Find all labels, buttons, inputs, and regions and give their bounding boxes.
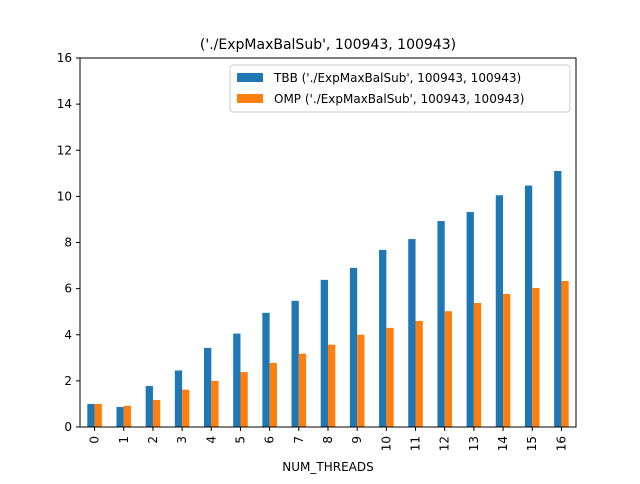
- bar-tbb-15: [524, 185, 533, 427]
- bar-omp-10: [386, 327, 394, 427]
- x-tick-label: 1: [117, 436, 131, 444]
- bar-omp-0: [94, 403, 102, 427]
- bar-omp-12: [444, 311, 452, 427]
- y-axis: 0 2 4 6 8 10 12 14 16: [57, 51, 80, 434]
- bar-tbb-2: [145, 385, 153, 427]
- bar-omp-13: [473, 302, 482, 427]
- x-tick-label: 2: [146, 436, 160, 444]
- plot-frame: [79, 57, 577, 428]
- bar-tbb-1: [116, 406, 124, 427]
- legend-label-omp: OMP ('./ExpMaxBalSub', 100943, 100943): [274, 92, 524, 106]
- legend: TBB ('./ExpMaxBalSub', 100943, 100943) OM…: [229, 64, 571, 113]
- x-tick-label: 3: [175, 436, 189, 444]
- y-tick-label: 6: [64, 282, 72, 296]
- bar-omp-4: [211, 380, 219, 427]
- bar-omp-14: [503, 293, 511, 427]
- bar-tbb-12: [437, 221, 445, 427]
- x-tick-label: 4: [204, 436, 218, 444]
- legend-swatch-omp: [237, 94, 263, 103]
- bar-tbb-3: [174, 370, 183, 427]
- x-tick-label: 8: [321, 436, 335, 444]
- chart-title: ('./ExpMaxBalSub', 100943, 100943): [200, 37, 456, 53]
- bar-omp-8: [328, 344, 336, 427]
- bar-omp-2: [152, 400, 161, 427]
- bar-omp-7: [298, 353, 307, 427]
- bar-omp-15: [532, 287, 540, 427]
- bar-tbb-11: [408, 239, 416, 427]
- x-tick-label: 14: [496, 436, 510, 451]
- bar-tbb-7: [291, 300, 299, 427]
- bar-tbb-8: [320, 279, 328, 427]
- x-tick-label: 7: [292, 436, 306, 444]
- x-tick-label: 13: [467, 436, 481, 451]
- bar-tbb-6: [262, 312, 270, 427]
- x-tick-label: 0: [88, 436, 102, 444]
- bar-tbb-13: [466, 212, 474, 427]
- bar-omp-11: [415, 320, 423, 427]
- bar-omp-5: [240, 372, 248, 427]
- bars-layer: [87, 171, 569, 427]
- y-tick-label: 4: [64, 328, 72, 342]
- bar-omp-9: [357, 334, 365, 427]
- x-tick-label: 5: [233, 436, 247, 444]
- y-tick-label: 8: [64, 236, 72, 250]
- y-tick-label: 14: [57, 97, 72, 111]
- legend-swatch-tbb: [237, 73, 263, 82]
- x-axis: 0 1 2 3 4 5 6 7 8 9 10 11 12 13 14 15 16: [88, 427, 568, 451]
- bar-tbb-5: [233, 333, 241, 427]
- x-tick-label: 16: [554, 436, 568, 451]
- bar-tbb-4: [204, 347, 212, 427]
- y-tick-label: 10: [57, 189, 72, 203]
- bar-omp-1: [123, 405, 132, 427]
- bar-omp-16: [561, 281, 569, 427]
- x-axis-label: NUM_THREADS: [282, 460, 373, 474]
- legend-box: [229, 64, 571, 113]
- y-tick-label: 16: [57, 51, 72, 65]
- y-tick-label: 0: [64, 420, 72, 434]
- bar-tbb-10: [379, 249, 387, 427]
- x-tick-label: 10: [379, 436, 393, 451]
- legend-label-tbb: TBB ('./ExpMaxBalSub', 100943, 100943): [273, 71, 521, 85]
- y-tick-label: 2: [64, 374, 72, 388]
- x-tick-label: 11: [409, 436, 423, 451]
- bar-omp-3: [182, 389, 190, 427]
- x-tick-label: 15: [525, 436, 539, 451]
- bar-tbb-0: [87, 403, 95, 427]
- y-tick-label: 12: [57, 143, 72, 157]
- bar-tbb-16: [554, 171, 562, 427]
- bar-tbb-9: [349, 267, 358, 427]
- x-tick-label: 9: [350, 436, 364, 444]
- bar-omp-6: [269, 362, 277, 427]
- bar-tbb-14: [495, 195, 504, 427]
- x-tick-label: 6: [263, 436, 277, 444]
- x-tick-label: 12: [438, 436, 452, 451]
